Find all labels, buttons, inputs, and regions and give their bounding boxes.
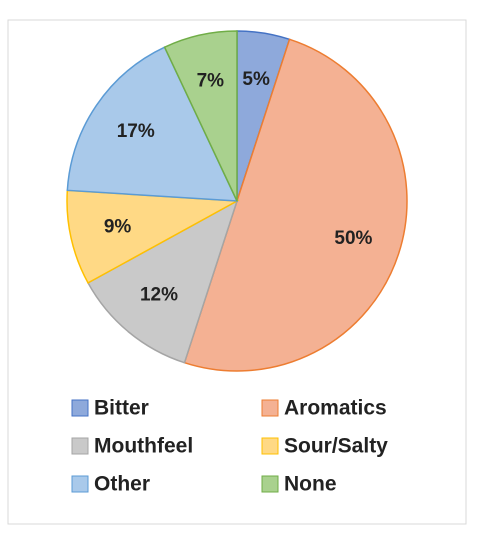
legend-swatch <box>71 399 89 417</box>
legend-swatch <box>261 475 279 493</box>
data-label: 5% <box>242 69 270 90</box>
legend-label: Mouthfeel <box>94 435 193 458</box>
data-label: 9% <box>104 217 132 238</box>
data-label: 17% <box>117 121 155 142</box>
legend-label: Aromatics <box>284 397 387 420</box>
data-label: 7% <box>197 71 225 92</box>
pie-slice <box>163 30 238 202</box>
pie-slice <box>87 199 239 364</box>
legend-swatch <box>71 437 89 455</box>
pie-slice <box>66 46 239 202</box>
legend-swatch <box>71 475 89 493</box>
legend-label: Sour/Salty <box>284 435 388 458</box>
data-label: 50% <box>334 228 372 249</box>
pie-slice <box>183 38 408 372</box>
legend-label: None <box>284 473 337 496</box>
pie-slice <box>66 189 240 284</box>
legend-swatch <box>261 399 279 417</box>
data-label: 12% <box>140 284 178 305</box>
legend-label: Bitter <box>94 397 149 420</box>
legend-label: Other <box>94 473 150 496</box>
legend-swatch <box>261 437 279 455</box>
